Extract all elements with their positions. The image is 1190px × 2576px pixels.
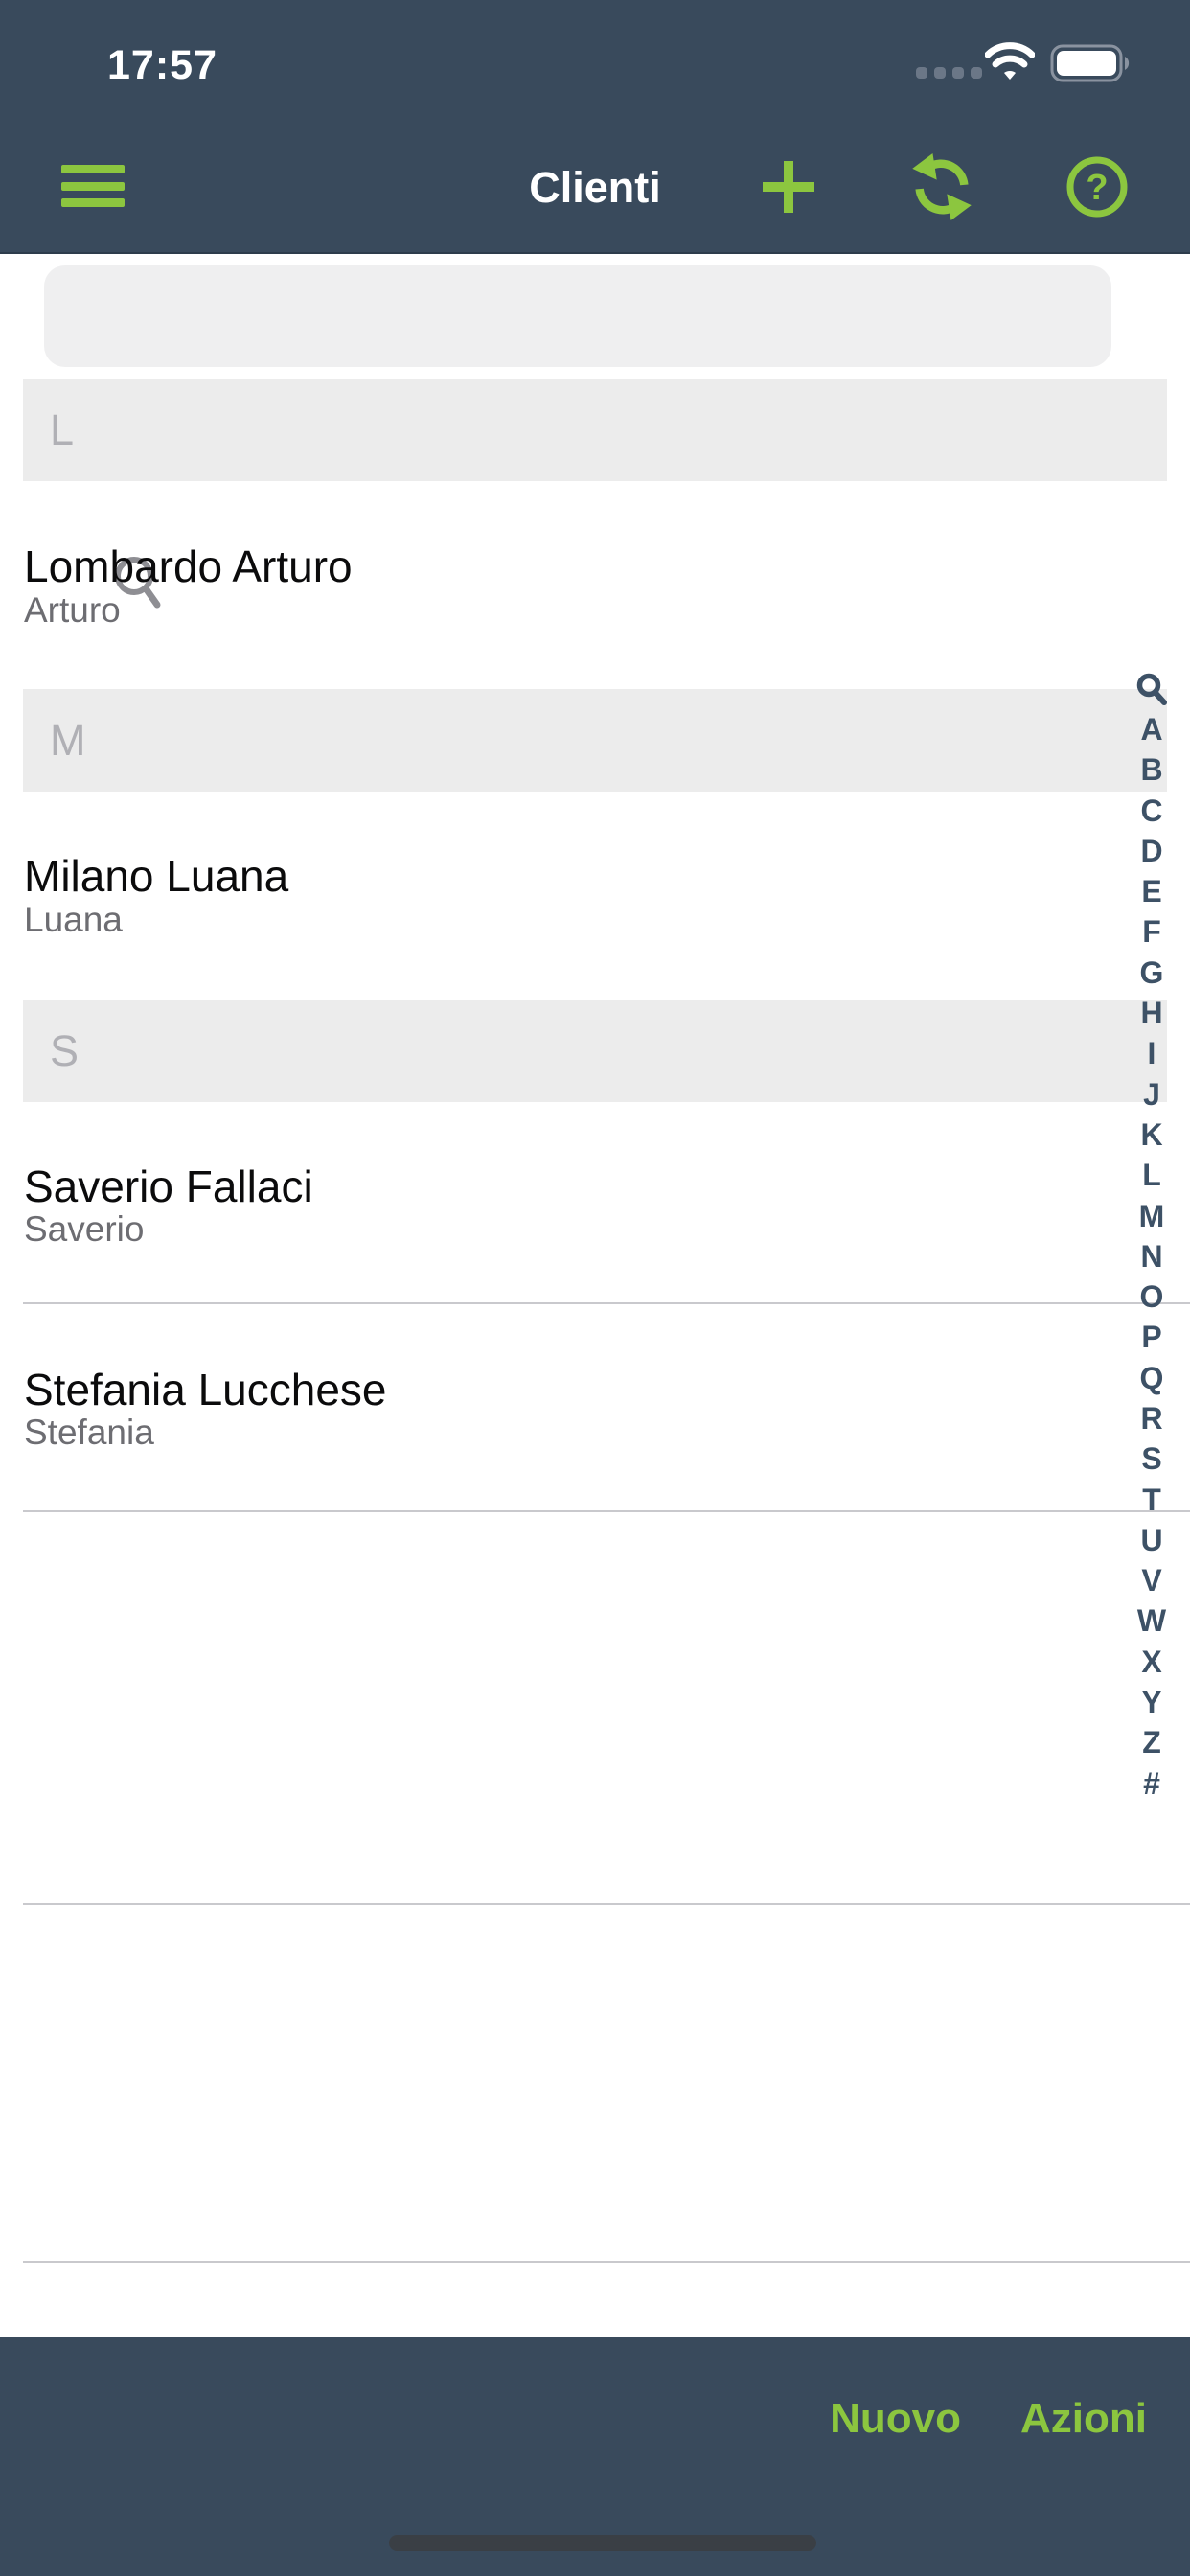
index-letter[interactable]: O — [1139, 1279, 1164, 1315]
index-letter[interactable]: A — [1140, 711, 1163, 747]
index-letter[interactable]: B — [1140, 752, 1163, 788]
contact-name: Milano Luana — [24, 851, 289, 901]
contact-name: Lombardo Arturo — [24, 541, 353, 591]
section-header-l: L — [23, 379, 1167, 481]
index-letter[interactable]: S — [1141, 1441, 1162, 1477]
index-letter[interactable]: I — [1147, 1036, 1156, 1071]
section-letter: M — [50, 715, 86, 765]
index-letter[interactable]: K — [1140, 1116, 1163, 1152]
index-letter[interactable]: J — [1143, 1076, 1160, 1112]
index-letter[interactable]: X — [1141, 1644, 1162, 1679]
index-letter[interactable]: W — [1136, 1603, 1167, 1639]
section-header-s: S — [23, 1000, 1167, 1102]
index-letter[interactable]: L — [1142, 1158, 1161, 1193]
separator — [23, 2261, 1190, 2263]
sync-icon — [908, 153, 975, 223]
contact-subtitle: Stefania — [24, 1413, 154, 1452]
index-letter[interactable]: V — [1141, 1563, 1162, 1598]
index-letter[interactable]: U — [1140, 1522, 1163, 1557]
help-button[interactable]: ? — [1064, 153, 1131, 220]
section-letter: S — [50, 1025, 80, 1075]
index-letter[interactable]: R — [1140, 1400, 1163, 1436]
index-letter[interactable]: E — [1141, 874, 1162, 909]
index-letter[interactable]: H — [1140, 996, 1163, 1031]
separator — [23, 1510, 1190, 1512]
wifi-icon — [984, 42, 1036, 85]
index-letter[interactable]: T — [1142, 1482, 1161, 1517]
separator — [23, 1302, 1190, 1304]
menu-button[interactable] — [61, 165, 125, 207]
index-letter[interactable]: P — [1141, 1320, 1162, 1355]
index-letter[interactable]: F — [1142, 914, 1161, 950]
index-letter[interactable]: D — [1140, 833, 1163, 868]
index-letter[interactable]: G — [1139, 954, 1164, 990]
section-header-m: M — [23, 689, 1167, 792]
actions-button[interactable]: Azioni — [1020, 2395, 1147, 2442]
question-mark-icon: ? — [1064, 156, 1131, 223]
index-letter[interactable]: C — [1140, 793, 1163, 828]
battery-icon — [1050, 44, 1131, 89]
page-title: Clienti — [529, 163, 661, 212]
alphabet-index[interactable]: A B C D E F G H I J K L — [1129, 669, 1175, 1804]
section-letter: L — [50, 404, 75, 454]
new-button[interactable]: Nuovo — [830, 2395, 962, 2442]
search-icon — [111, 553, 167, 617]
home-indicator[interactable] — [389, 2535, 816, 2551]
contact-subtitle: Arturo — [24, 590, 121, 630]
contact-name: Saverio Fallaci — [24, 1162, 313, 1211]
add-button[interactable] — [755, 153, 822, 220]
sync-button[interactable] — [908, 153, 975, 220]
index-letter[interactable]: Q — [1139, 1360, 1164, 1395]
cellular-signal-icon — [916, 67, 982, 79]
hamburger-icon — [61, 165, 125, 173]
index-letter[interactable]: M — [1138, 1198, 1165, 1233]
index-letter[interactable]: # — [1143, 1765, 1160, 1801]
top-bars: 17:57 Clienti — [0, 0, 1190, 254]
contact-subtitle: Luana — [24, 900, 123, 939]
status-time: 17:57 — [107, 42, 217, 88]
search-bar[interactable] — [44, 265, 1131, 625]
separator — [23, 1903, 1190, 1905]
search-input[interactable] — [178, 540, 1131, 625]
index-letter[interactable]: Z — [1142, 1725, 1161, 1760]
contact-name: Stefania Lucchese — [24, 1365, 387, 1414]
index-search-icon[interactable] — [1129, 669, 1175, 709]
index-letter[interactable]: Y — [1141, 1685, 1162, 1720]
index-letter[interactable]: N — [1140, 1238, 1163, 1274]
svg-text:?: ? — [1086, 168, 1108, 208]
index-letters: A B C D E F G H I J K L — [1129, 709, 1175, 1804]
contact-subtitle: Saverio — [24, 1209, 145, 1249]
plus-icon — [755, 161, 822, 223]
